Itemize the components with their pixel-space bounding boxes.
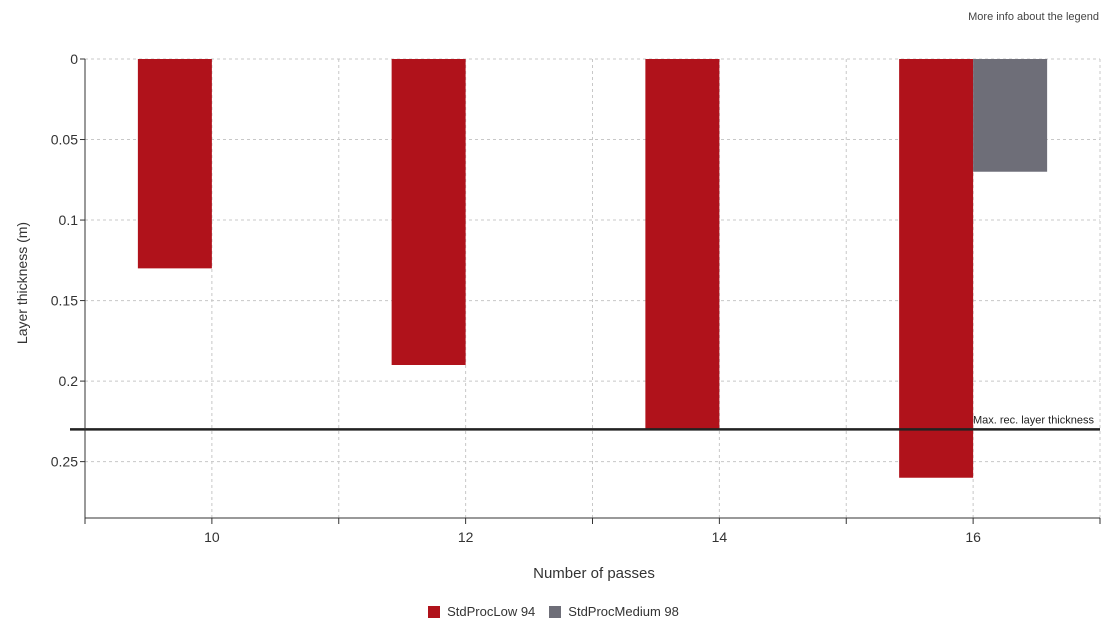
bar-stdproclow-16 (899, 59, 974, 478)
reference-line-layer: Max. rec. layer thickness (70, 414, 1100, 431)
y-tick-label: 0.05 (51, 132, 78, 148)
bar-stdproclow-12 (391, 59, 466, 365)
y-tick-label: 0.1 (59, 212, 79, 228)
legend: StdProcLow 94 StdProcMedium 98 (0, 604, 1107, 619)
x-axis-label: Number of passes (533, 565, 655, 582)
legend-swatch-stdproclow (428, 605, 441, 618)
axis-layer: 0 0.05 0.1 0.15 0.2 0.25 10 12 14 16 (51, 51, 1101, 545)
bar-stdproclow-10 (137, 59, 212, 269)
legend-info-link[interactable]: More info about the legend (968, 11, 1099, 23)
y-tick-label: 0.2 (59, 373, 79, 389)
y-tick-label: 0.15 (51, 293, 78, 309)
legend-label-stdproclow: StdProcLow 94 (447, 604, 536, 619)
bar-stdprocmedium-16 (973, 59, 1048, 172)
legend-label-stdprocmedium: StdProcMedium 98 (568, 604, 679, 619)
x-tick-label: 14 (712, 529, 728, 545)
y-tick-label: 0 (70, 51, 78, 67)
bar-stdproclow-14 (645, 59, 720, 430)
legend-swatch-stdprocmedium (549, 605, 562, 618)
reference-line-label: Max. rec. layer thickness (973, 414, 1095, 426)
legend-item-stdprocmedium[interactable]: StdProcMedium 98 (549, 604, 679, 619)
y-tick-label: 0.25 (51, 454, 78, 470)
legend-item-stdproclow[interactable]: StdProcLow 94 (428, 604, 535, 619)
x-tick-label: 16 (965, 529, 981, 545)
x-tick-label: 10 (204, 529, 220, 545)
y-axis-label: Layer thickness (m) (14, 222, 30, 344)
x-tick-label: 12 (458, 529, 474, 545)
bar-layer (137, 59, 1048, 478)
